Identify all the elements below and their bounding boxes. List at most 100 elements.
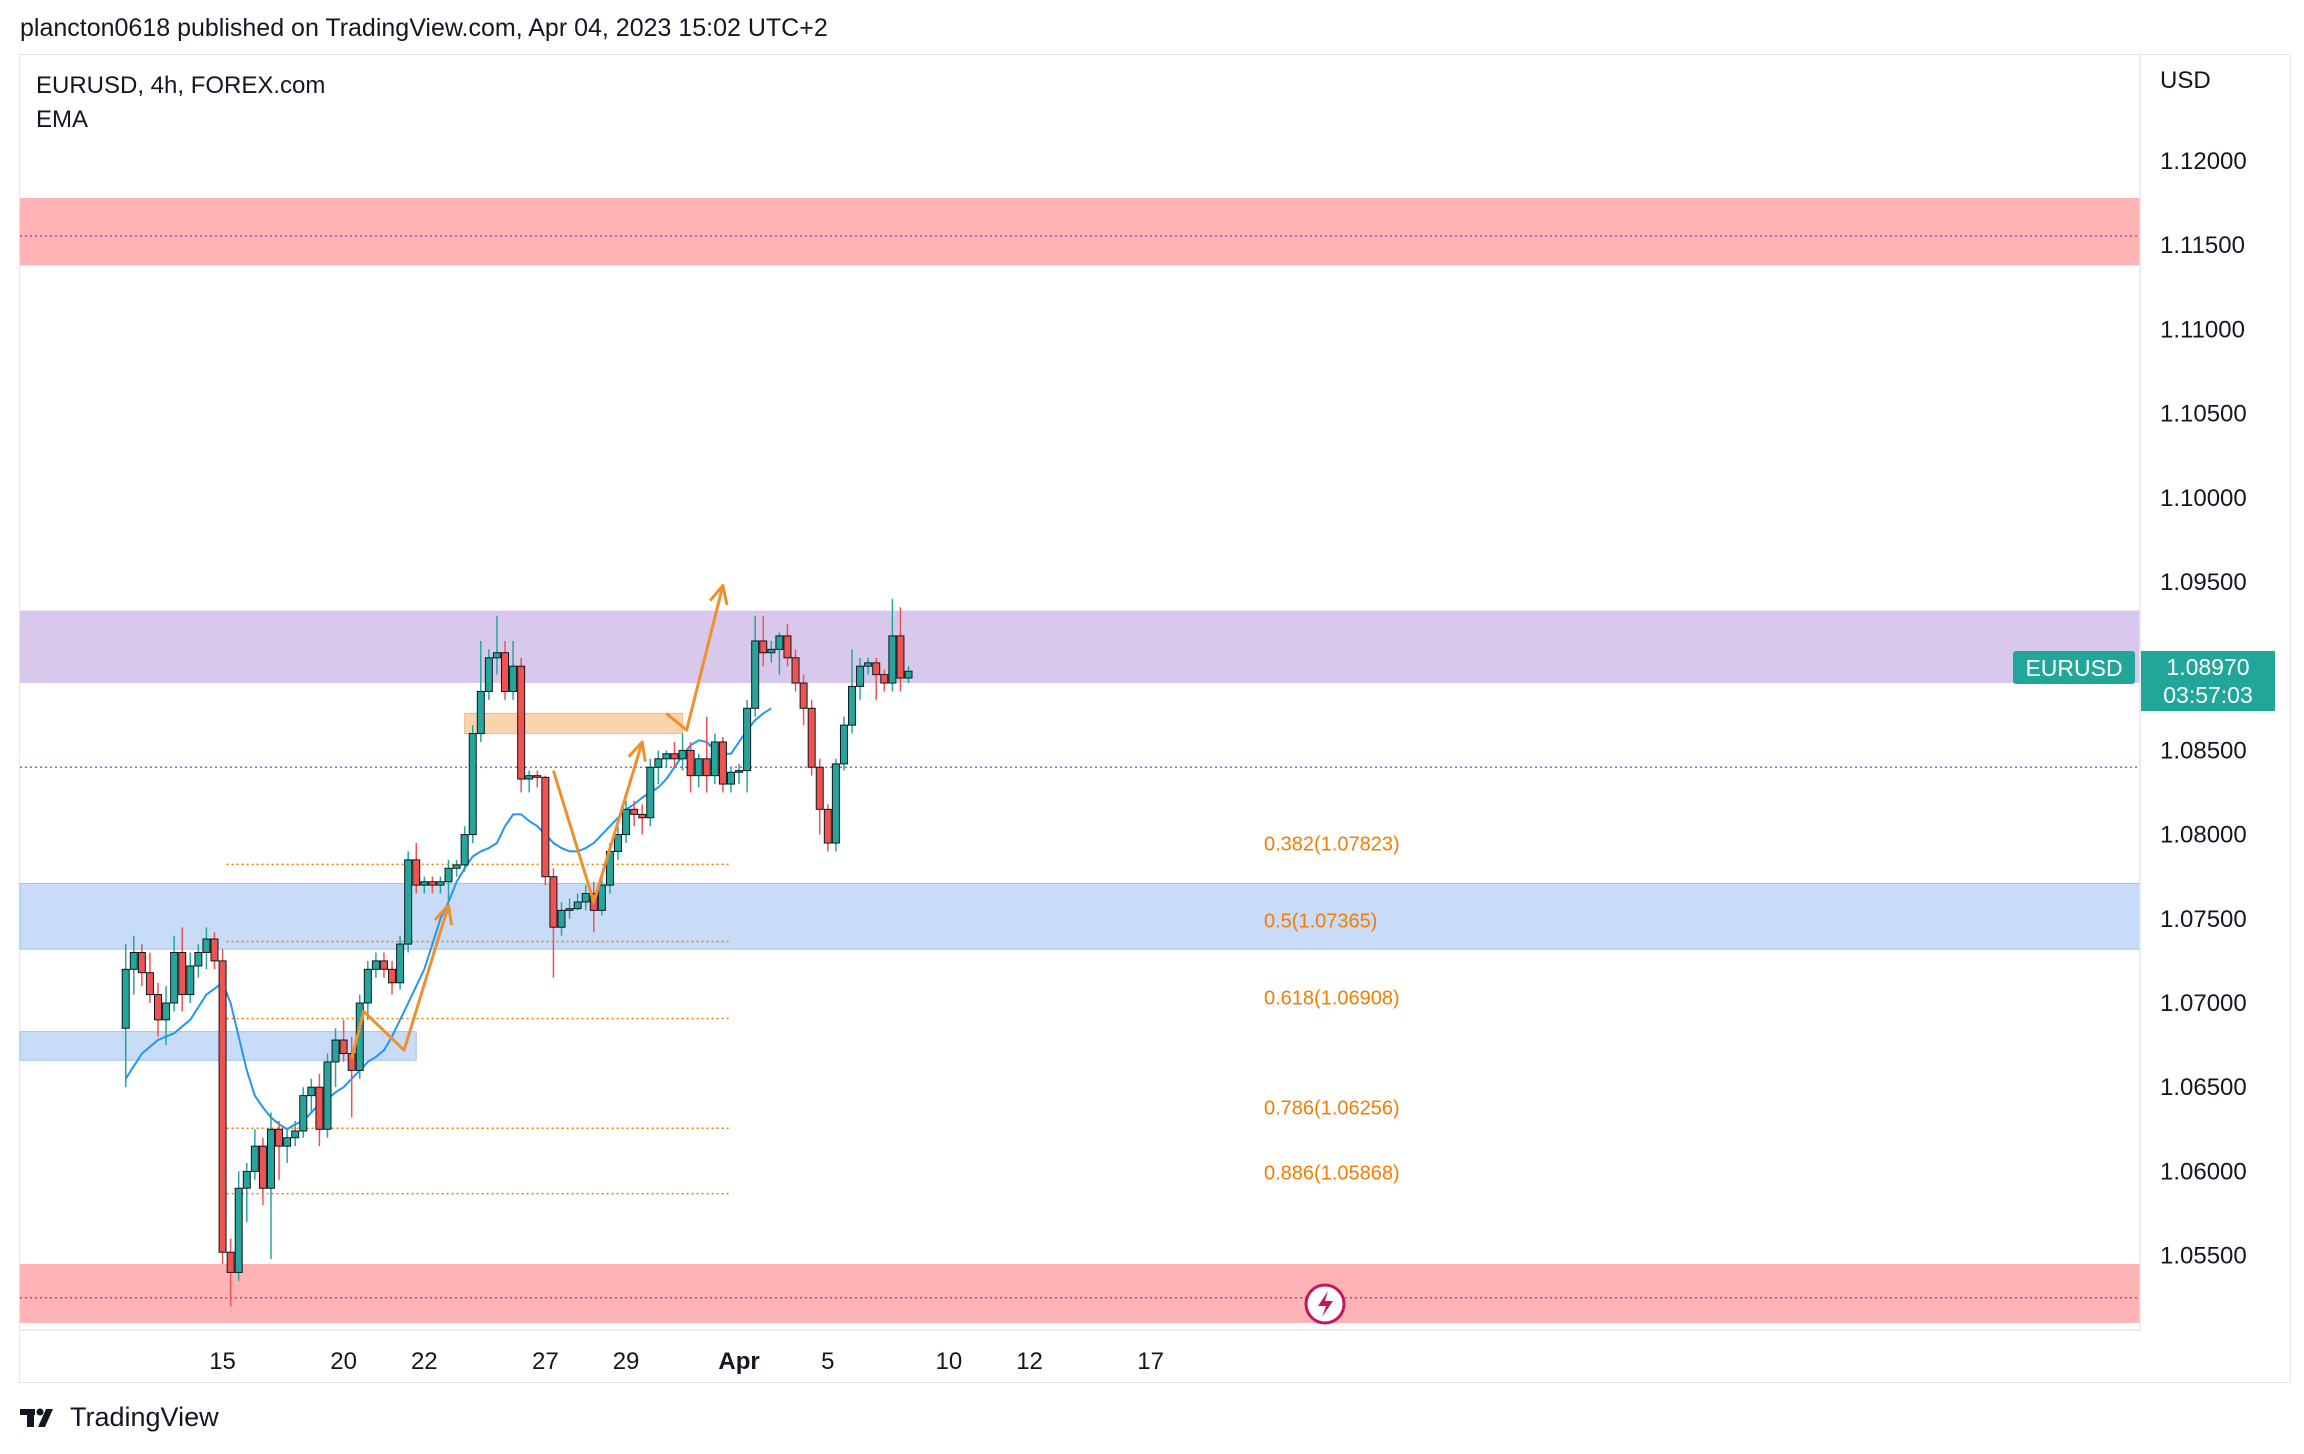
candle[interactable] <box>145 952 154 1003</box>
candle[interactable] <box>194 944 203 978</box>
candle[interactable] <box>210 932 219 970</box>
candle[interactable] <box>791 649 800 692</box>
candle[interactable] <box>678 733 687 771</box>
candle[interactable] <box>662 750 671 768</box>
candle[interactable] <box>533 770 542 788</box>
candle[interactable] <box>831 758 840 852</box>
candle[interactable] <box>460 826 469 872</box>
candle[interactable] <box>735 763 744 785</box>
candle[interactable] <box>767 640 776 663</box>
candle[interactable] <box>872 657 881 700</box>
candle[interactable] <box>218 949 227 1265</box>
candle[interactable] <box>291 1120 300 1147</box>
candle[interactable] <box>839 716 848 771</box>
candle[interactable] <box>517 657 526 793</box>
candle[interactable] <box>573 893 582 911</box>
candle[interactable] <box>856 657 865 700</box>
candle[interactable] <box>242 1162 251 1222</box>
candle[interactable] <box>154 982 162 1037</box>
candle[interactable] <box>234 1171 243 1281</box>
candle[interactable] <box>468 725 477 844</box>
candle[interactable] <box>638 804 647 835</box>
candle[interactable] <box>525 770 534 793</box>
candle[interactable] <box>759 615 768 667</box>
candle[interactable] <box>549 868 558 978</box>
candle[interactable] <box>864 657 873 675</box>
candle[interactable] <box>492 615 501 675</box>
candle[interactable] <box>597 876 606 916</box>
candle[interactable] <box>710 733 719 785</box>
candle[interactable] <box>880 669 889 692</box>
candle[interactable] <box>686 741 695 793</box>
candle[interactable] <box>613 826 622 860</box>
candle[interactable] <box>323 1053 332 1138</box>
chart-frame[interactable] <box>19 54 2291 1383</box>
candle[interactable] <box>388 960 397 995</box>
candle[interactable] <box>541 775 550 886</box>
candle[interactable] <box>444 859 453 902</box>
candle[interactable] <box>581 885 590 911</box>
candle[interactable] <box>807 699 816 776</box>
candle[interactable] <box>250 1129 259 1180</box>
candle[interactable] <box>266 1112 275 1259</box>
candle[interactable] <box>726 767 735 793</box>
candle[interactable] <box>557 901 566 936</box>
candle[interactable] <box>162 986 171 1046</box>
candle[interactable] <box>420 876 429 894</box>
lightning-icon[interactable] <box>1304 1283 1346 1325</box>
candle[interactable] <box>283 1129 292 1163</box>
candle[interactable] <box>848 649 857 734</box>
candle[interactable] <box>896 607 905 692</box>
candle[interactable] <box>178 927 187 1012</box>
candle[interactable] <box>501 640 510 700</box>
candle[interactable] <box>718 736 727 793</box>
legend-indicator-ema[interactable]: EMA <box>36 106 88 133</box>
candle[interactable] <box>428 876 437 894</box>
candle[interactable] <box>404 851 413 953</box>
candle[interactable] <box>396 935 405 990</box>
candle[interactable] <box>371 952 380 978</box>
candle[interactable] <box>670 741 679 768</box>
candle[interactable] <box>331 1028 340 1088</box>
footer-branding[interactable]: TradingView <box>20 1402 219 1433</box>
candle[interactable] <box>888 598 897 692</box>
candle[interactable] <box>379 952 388 978</box>
candle[interactable] <box>565 898 574 919</box>
candle[interactable] <box>904 666 913 684</box>
candle[interactable] <box>694 753 703 788</box>
candle[interactable] <box>202 927 211 970</box>
price-badge[interactable]: EURUSD 1.08970 03:57:03 <box>2013 651 2275 711</box>
candle[interactable] <box>630 800 639 827</box>
candle[interactable] <box>121 944 130 1088</box>
candle[interactable] <box>823 804 832 852</box>
candle[interactable] <box>775 632 784 675</box>
candle[interactable] <box>436 876 445 894</box>
candle[interactable] <box>129 935 138 995</box>
candle[interactable] <box>815 758 824 835</box>
candle[interactable] <box>484 649 493 700</box>
candle[interactable] <box>275 1120 284 1180</box>
candle[interactable] <box>751 615 760 717</box>
candle[interactable] <box>299 1087 308 1138</box>
candle[interactable] <box>186 952 195 1003</box>
candle[interactable] <box>226 1238 235 1307</box>
candle[interactable] <box>363 960 372 1020</box>
candle[interactable] <box>509 640 518 700</box>
candle[interactable] <box>307 1078 316 1113</box>
candle[interactable] <box>258 1137 267 1206</box>
candle[interactable] <box>452 859 461 877</box>
candle[interactable] <box>654 750 663 785</box>
candle[interactable] <box>646 758 655 827</box>
candle[interactable] <box>743 699 752 793</box>
candle[interactable] <box>137 944 146 987</box>
candle[interactable] <box>315 1073 324 1147</box>
candle[interactable] <box>412 843 421 894</box>
candle[interactable] <box>783 624 792 667</box>
candle[interactable] <box>476 640 485 742</box>
candle[interactable] <box>339 1019 348 1062</box>
candle[interactable] <box>702 716 711 793</box>
candle[interactable] <box>170 935 179 1012</box>
candle[interactable] <box>622 800 631 844</box>
candle[interactable] <box>799 674 808 726</box>
